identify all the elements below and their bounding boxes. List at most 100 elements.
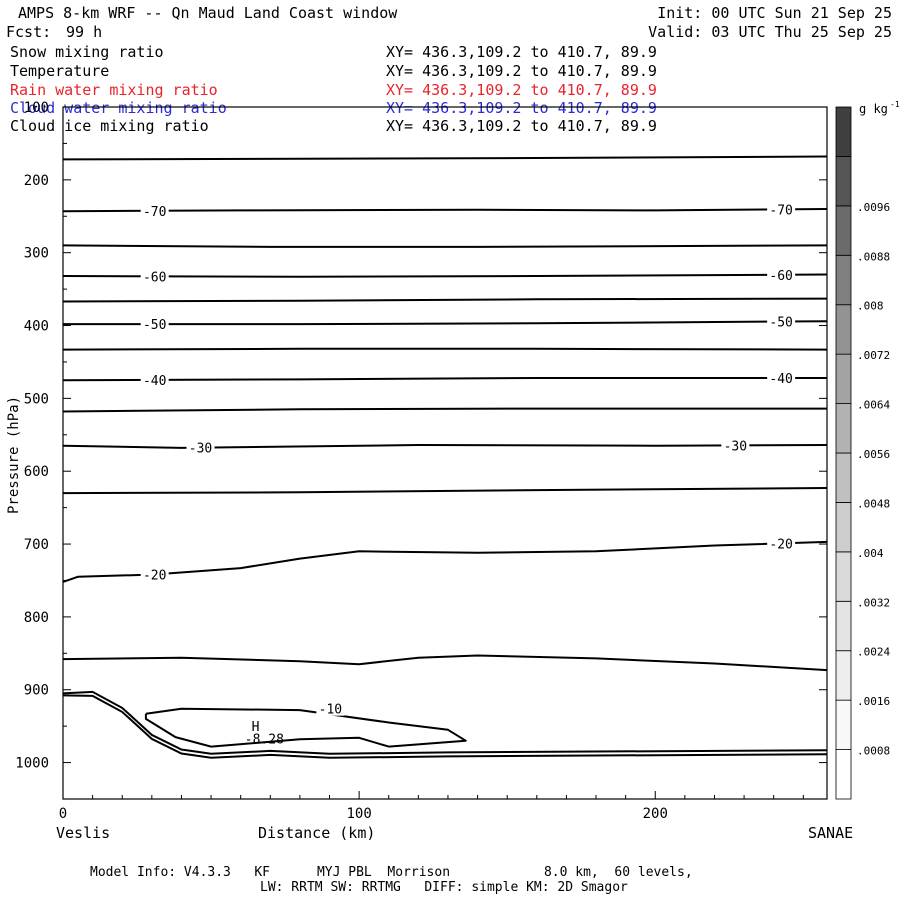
valid-time: Valid: 03 UTC Thu 25 Sep 25 [648,23,892,41]
legend-name-rain: Rain water mixing ratio [10,81,218,99]
contour-label-bg [140,372,169,387]
y-tick-label: 800 [24,610,49,626]
temperature-contour [62,540,828,583]
colorbar-level-label: .0096 [857,201,890,214]
y-tick-label: 300 [24,246,49,262]
colorbar-swatch [835,106,852,157]
contour-label-bg [767,536,796,551]
contour-label-bg [140,317,169,332]
x-axis-label: Distance (km) [258,824,375,842]
colorbar-swatch [835,156,852,207]
colorbar-level-label: .0048 [857,497,890,510]
colorbar-unit: g kg [859,102,888,116]
contour-label-bg [186,440,215,455]
contour-label-bg [721,438,750,453]
y-tick-label: 700 [24,537,49,553]
contour-label-bg [316,701,345,716]
model-info-line1: Model Info: V4.3.3 KF MYJ PBL Morrison 8… [90,865,693,880]
contour-label: -50 [769,316,792,331]
temperature-contour [62,654,828,672]
temperature-contour [62,155,828,161]
contour-label-bg [767,267,796,282]
colorbar-level-label: .0024 [857,646,890,659]
colorbar-level-label: .0008 [857,745,890,758]
forecast-hour: 99 h [66,23,103,41]
chart-title: AMPS 8-km WRF -- Qn Maud Land Coast wind… [18,4,398,22]
temperature-contour [144,707,467,748]
colorbar-swatch [835,551,852,602]
temperature-contour [62,244,828,248]
y-tick-label: 600 [24,464,49,480]
colorbar-level-label: .0072 [857,349,890,362]
temperature-contour [62,407,827,413]
contour-label-bg [140,203,169,218]
plot-frame [62,106,828,800]
temperature-contour [62,487,828,495]
colorbar-swatch [835,600,852,652]
y-axis-label: Pressure (hPa) [6,396,22,514]
x-tick-label: 200 [643,806,668,822]
chart-axes: 100 200 300 400 500 600 700 800 900 1000 0 100 200 [15,100,828,822]
contour-label: -60 [769,269,792,284]
model-info-line2: LW: RRTM SW: RRTMG DIFF: simple KM: 2D S… [260,880,628,895]
colorbar: .0008 .0016 .0024 .0032 .004 .0048 .0056 .0064.… [835,106,890,800]
legend-xy-temperature: XY= 436.3,109.2 to 410.7, 89.9 [386,62,657,80]
temperature-contour [62,297,828,303]
legend-name-cloud-ice: Cloud ice mixing ratio [10,117,209,135]
colorbar-level-label: .0064 [857,399,890,412]
colorbar-level-label: .008 [857,300,884,313]
colorbar-swatch [835,502,852,553]
contour-label: -30 [189,442,212,457]
y-tick-label: 1000 [15,756,49,772]
temperature-contour [62,208,828,213]
surface-profile [62,690,828,755]
colorbar-level-label: .0032 [857,596,890,609]
contour-label-bg [140,269,169,284]
contour-label-bg [767,370,796,385]
colorbar-swatch [835,749,852,800]
colorbar-swatch [835,205,852,256]
colorbar-swatch [835,353,852,404]
contour-label-bg [140,567,169,582]
y-tick-label: 900 [24,683,49,699]
x-tick-label: 100 [346,806,371,822]
y-tick-label: 100 [24,100,49,116]
y-tick-label: 500 [24,391,49,407]
contour-label: -10 [319,703,342,718]
colorbar-level-label: .0016 [857,695,890,708]
temperature-contour [62,444,828,449]
contour-label: -50 [143,318,166,333]
temperature-contours [62,155,828,759]
contour-label: -30 [724,439,747,454]
legend-xy-snow: XY= 436.3,109.2 to 410.7, 89.9 [386,43,657,61]
legend-xy-cloud-water: XY= 436.3,109.2 to 410.7, 89.9 [386,99,657,117]
contour-label-bg [767,202,796,217]
colorbar-swatch [835,699,852,750]
contour-label: -70 [143,205,166,220]
contour-label-bg [767,314,796,329]
init-time: Init: 00 UTC Sun 21 Sep 25 [657,4,892,22]
y-tick-label: 400 [24,319,49,335]
contour-label: -60 [143,270,166,285]
colorbar-unit-exponent: -1 [890,100,900,109]
temperature-contour [62,273,828,278]
extremum-annotation: H [252,720,260,735]
contour-label: -20 [769,537,792,552]
contour-label: -70 [769,203,792,218]
surface-profile [62,694,828,759]
temperature-contour [62,377,827,382]
colorbar-swatch [835,304,852,355]
colorbar-level-label: .004 [857,547,884,560]
x-tick-label: 0 [59,806,67,822]
x-right-endpoint-label: SANAE [808,824,853,842]
contour-label: -20 [143,568,166,583]
temperature-contour [63,320,828,326]
legend-name-cloud-water: Cloud water mixing ratio [10,99,227,117]
legend-xy-rain: XY= 436.3,109.2 to 410.7, 89.9 [386,81,657,99]
colorbar-swatch [835,403,852,454]
y-tick-label: 200 [24,173,49,189]
colorbar-swatch [835,650,852,701]
legend-name-temperature: Temperature [10,62,110,80]
contour-label: -40 [143,374,166,389]
